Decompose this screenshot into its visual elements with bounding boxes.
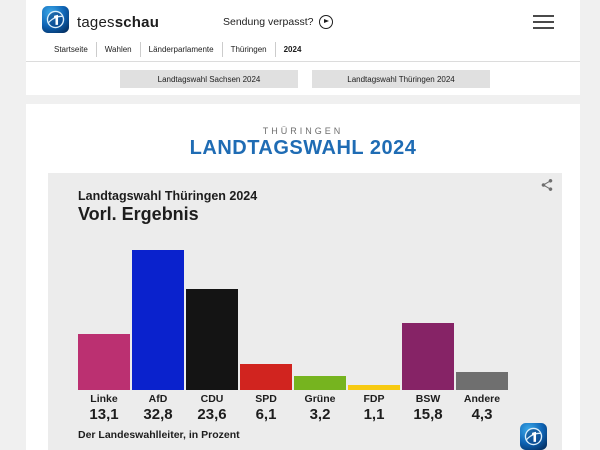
bar-3: [240, 364, 292, 390]
party-label-7: Andere: [463, 393, 501, 405]
bar-4: [294, 376, 346, 390]
party-value-4: 3,2: [309, 406, 331, 423]
party-value-2: 23,6: [197, 406, 227, 423]
result-chart-card: Landtagswahl Thüringen 2024 Vorl. Ergebn…: [48, 173, 562, 450]
party-value-5: 1,1: [363, 406, 385, 423]
play-icon: [319, 15, 334, 29]
bar-column-5: [348, 250, 400, 390]
share-icon[interactable]: [539, 178, 555, 194]
header-divider: [26, 61, 580, 62]
chart-title: Landtagswahl Thüringen 2024: [78, 189, 258, 203]
bar-chart-labels: Linke AfD CDU SPD Grüne FDP BSW Andere: [78, 393, 508, 405]
party-value-7: 4,3: [471, 406, 493, 423]
party-label-3: SPD: [255, 393, 277, 405]
party-label-5: FDP: [363, 393, 385, 405]
bar-7: [456, 372, 508, 390]
bar-chart-values: 13,1 32,8 23,6 6,1 3,2 1,1 15,8 4,3: [78, 406, 508, 423]
chart-subtitle: Vorl. Ergebnis: [78, 204, 199, 224]
button-landtagswahl-thueringen[interactable]: Landtagswahl Thüringen 2024: [312, 70, 490, 88]
bar-1: [132, 250, 184, 390]
party-label-1: AfD: [148, 393, 168, 405]
sendung-verpasst-label: Sendung verpasst?: [223, 16, 314, 28]
bar-column-0: [78, 250, 130, 390]
breadcrumb-item-laenderparlamente[interactable]: Länderparlamente: [141, 42, 223, 57]
party-label-0: Linke: [90, 393, 118, 405]
sendung-verpasst-link[interactable]: Sendung verpasst?: [223, 15, 334, 29]
bar-column-4: [294, 250, 346, 390]
page-title: LANDTAGSWAHL 2024: [189, 137, 417, 159]
breadcrumb-item-startseite[interactable]: Startseite: [46, 42, 97, 57]
bar-6: [402, 323, 454, 390]
party-label-2: CDU: [200, 393, 224, 405]
party-label-4: Grüne: [304, 393, 336, 405]
breadcrumb-item-2024[interactable]: 2024: [283, 45, 302, 54]
bar-column-3: [240, 250, 292, 390]
chart-source: Der Landeswahlleiter, in Prozent: [78, 429, 240, 441]
tagesschau-corner-logo-icon: [520, 423, 547, 450]
bar-0: [78, 334, 130, 390]
party-value-0: 13,1: [89, 406, 119, 423]
bar-chart-columns: [78, 250, 508, 390]
bar-column-1: [132, 250, 184, 390]
tagesschau-logo-icon: [42, 6, 69, 38]
party-value-3: 6,1: [255, 406, 277, 423]
breadcrumb-item-thueringen[interactable]: Thüringen: [223, 42, 276, 57]
breadcrumb-item-wahlen[interactable]: Wahlen: [97, 42, 141, 57]
breadcrumb: Startseite Wahlen Länderparlamente Thüri…: [46, 42, 309, 57]
menu-icon[interactable]: [533, 15, 554, 33]
bar-2: [186, 289, 238, 390]
bar-5: [348, 385, 400, 390]
brand-logo-link[interactable]: tagesschau: [42, 6, 159, 38]
party-value-6: 15,8: [413, 406, 443, 423]
party-label-6: BSW: [415, 393, 441, 405]
bar-column-6: [402, 250, 454, 390]
header: tagesschau Sendung verpasst? Startseite …: [26, 0, 580, 95]
button-landtagswahl-sachsen[interactable]: Landtagswahl Sachsen 2024: [120, 70, 298, 88]
party-value-1: 32,8: [143, 406, 173, 423]
bar-column-2: [186, 250, 238, 390]
brand-wordmark: tagesschau: [77, 13, 160, 31]
page-kicker: THÜRINGEN: [262, 126, 344, 136]
main-content: THÜRINGEN LANDTAGSWAHL 2024 Landtagswahl…: [26, 104, 580, 450]
bar-column-7: [456, 250, 508, 390]
